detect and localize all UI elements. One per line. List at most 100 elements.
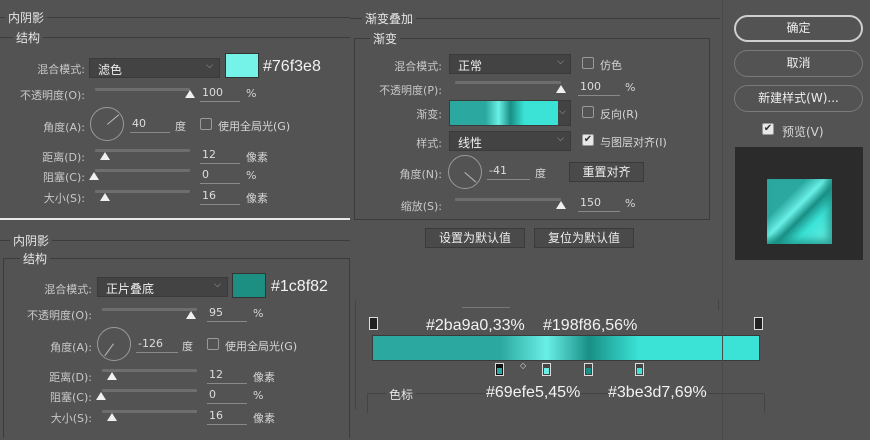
section-title: 内阴影 <box>5 9 48 26</box>
scale-slider[interactable] <box>455 198 561 201</box>
choke-input[interactable]: 0 <box>207 388 247 404</box>
color-swatch[interactable] <box>232 273 266 298</box>
angle-dial[interactable] <box>448 155 482 189</box>
new-style-button[interactable]: 新建样式(W)... <box>734 85 863 112</box>
opacity-slider-thumb[interactable] <box>185 90 195 98</box>
choke-unit: % <box>253 389 264 402</box>
align-checkbox[interactable]: ✔ <box>582 134 594 146</box>
opacity-stop-right[interactable] <box>754 317 763 330</box>
scale-unit: % <box>625 197 636 210</box>
distance-label: 距离(D): <box>49 371 92 384</box>
preview-checkbox[interactable]: ✔ <box>762 123 774 135</box>
color-swatch[interactable] <box>225 53 259 78</box>
size-slider[interactable] <box>102 410 197 413</box>
group-title: 渐变 <box>370 30 401 47</box>
reverse-checkbox[interactable] <box>582 106 594 118</box>
reset-align-button[interactable]: 重置对齐 <box>569 162 644 182</box>
blend-mode-dropdown[interactable]: 正片叠底 ⌵ <box>97 277 228 297</box>
distance-slider-thumb[interactable] <box>100 152 110 160</box>
opacity-stop-left[interactable] <box>369 317 378 330</box>
style-label: 样式: <box>416 137 442 150</box>
opacity-input[interactable]: 100 <box>200 86 240 102</box>
stop-label: #69efe5,45% <box>486 384 581 402</box>
chevron-down-icon[interactable]: ⌵ <box>559 107 566 117</box>
choke-label: 阻塞(C): <box>43 171 85 184</box>
group-box <box>3 258 350 438</box>
divider <box>0 17 350 18</box>
stop-label: #3be3d7,69% <box>608 384 707 402</box>
chevron-down-icon: ⌵ <box>214 280 221 290</box>
scale-input[interactable]: 150 <box>578 196 620 212</box>
distance-slider[interactable] <box>102 369 197 372</box>
chevron-down-icon: ⌵ <box>206 61 213 71</box>
color-hex: #76f3e8 <box>263 58 321 75</box>
global-light-checkbox[interactable] <box>200 118 212 130</box>
distance-input[interactable]: 12 <box>200 148 240 164</box>
size-slider[interactable] <box>95 190 190 193</box>
gradient-picker[interactable]: ⌵ <box>449 100 571 126</box>
blend-mode-value: 滤色 <box>98 63 123 77</box>
angle-input[interactable]: -41 <box>487 164 530 180</box>
opacity-slider-thumb[interactable] <box>186 311 196 319</box>
opacity-input[interactable]: 100 <box>578 80 620 96</box>
choke-slider[interactable] <box>95 169 190 172</box>
distance-unit: 像素 <box>246 151 268 164</box>
size-unit: 像素 <box>246 192 268 205</box>
style-dropdown[interactable]: 线性 ⌵ <box>449 131 571 151</box>
opacity-unit: % <box>625 81 636 94</box>
gradient-preview[interactable] <box>450 101 558 125</box>
angle-dial[interactable] <box>90 107 124 141</box>
global-light-label: 使用全局光(G) <box>225 340 298 353</box>
opacity-slider[interactable] <box>102 308 197 311</box>
distance-label: 距离(D): <box>42 151 85 164</box>
choke-label: 阻塞(C): <box>50 391 92 404</box>
gradient-bar[interactable] <box>372 335 760 361</box>
color-stop[interactable] <box>584 363 594 376</box>
choke-slider-thumb[interactable] <box>96 392 106 400</box>
choke-input[interactable]: 0 <box>200 168 240 184</box>
size-label: 大小(S): <box>43 192 85 205</box>
angle-unit: 度 <box>535 167 546 180</box>
reset-default-button[interactable]: 复位为默认值 <box>534 228 634 248</box>
scale-slider-thumb[interactable] <box>556 201 566 209</box>
opacity-slider[interactable] <box>95 88 190 91</box>
choke-slider[interactable] <box>102 389 197 392</box>
opacity-slider-thumb[interactable] <box>556 85 566 93</box>
scale-label: 缩放(S): <box>400 200 442 213</box>
color-stop[interactable] <box>634 363 644 376</box>
choke-slider-thumb[interactable] <box>89 172 99 180</box>
distance-input[interactable]: 12 <box>207 368 247 384</box>
gradient-label: 渐变: <box>416 108 442 121</box>
blend-mode-dropdown[interactable]: 滤色 ⌵ <box>89 58 220 78</box>
size-slider-thumb[interactable] <box>107 413 117 421</box>
blend-mode-dropdown[interactable]: 正常 ⌵ <box>449 54 571 74</box>
stop-label: #2ba9a0,33% <box>426 317 525 334</box>
distance-slider-thumb[interactable] <box>107 372 117 380</box>
angle-dial[interactable] <box>97 327 131 361</box>
distance-slider[interactable] <box>95 149 190 152</box>
blend-mode-label: 混合模式: <box>394 60 442 73</box>
opacity-slider[interactable] <box>455 81 561 84</box>
size-label: 大小(S): <box>50 412 92 425</box>
global-light-label: 使用全局光(G) <box>218 120 291 133</box>
size-slider-thumb[interactable] <box>100 193 110 201</box>
group-box <box>354 38 710 220</box>
global-light-checkbox[interactable] <box>207 338 219 350</box>
angle-input[interactable]: 40 <box>130 117 170 133</box>
midpoint-diamond-icon[interactable]: ◇ <box>520 361 527 370</box>
dither-checkbox[interactable] <box>582 57 594 69</box>
angle-input[interactable]: -126 <box>136 337 178 353</box>
color-stop[interactable] <box>541 363 551 376</box>
angle-label: 角度(N): <box>399 168 442 181</box>
size-input[interactable]: 16 <box>207 409 247 425</box>
cancel-button[interactable]: 取消 <box>734 50 863 77</box>
size-input[interactable]: 16 <box>200 189 240 205</box>
opacity-input[interactable]: 95 <box>207 306 247 322</box>
distance-unit: 像素 <box>253 371 275 384</box>
ok-button[interactable]: 确定 <box>734 15 863 42</box>
choke-unit: % <box>246 169 257 182</box>
set-default-button[interactable]: 设置为默认值 <box>425 228 525 248</box>
color-stop[interactable] <box>495 363 505 376</box>
section-title: 内阴影 <box>10 232 53 249</box>
preview-box <box>735 147 863 260</box>
